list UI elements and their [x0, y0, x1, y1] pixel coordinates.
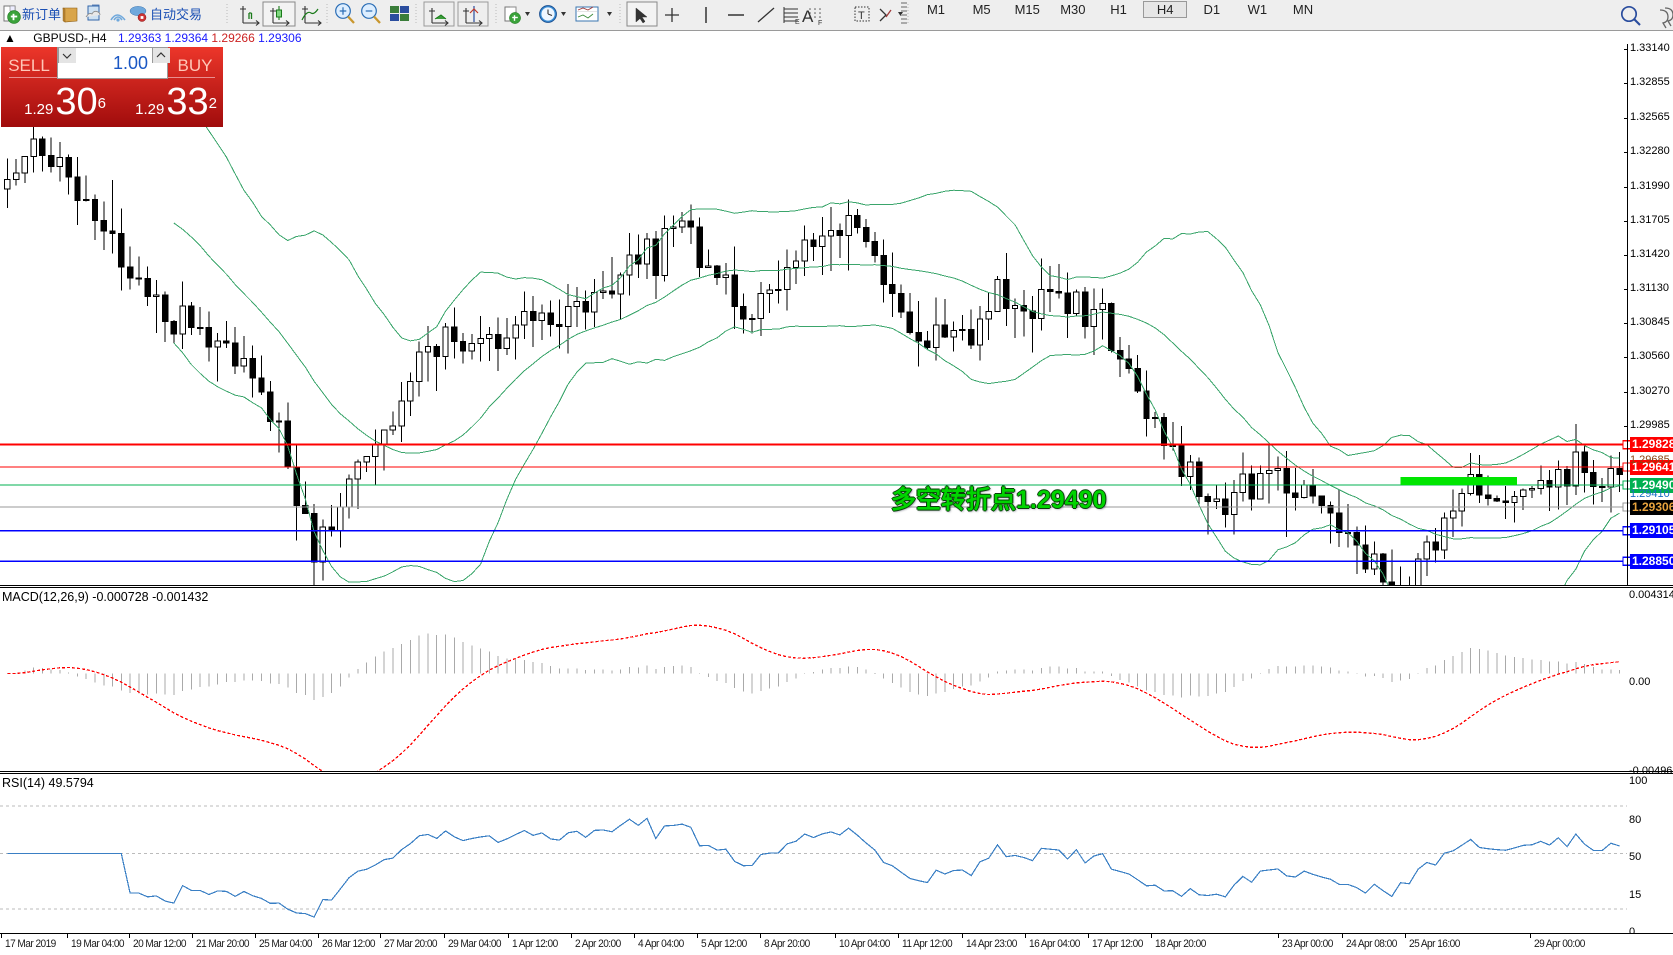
svg-text:F: F [818, 20, 822, 27]
svg-text:E: E [795, 19, 800, 26]
svg-text:自动交易: 自动交易 [150, 7, 202, 22]
svg-text:新订单: 新订单 [22, 7, 61, 22]
svg-text:T: T [858, 10, 865, 22]
svg-text:A: A [802, 7, 814, 26]
